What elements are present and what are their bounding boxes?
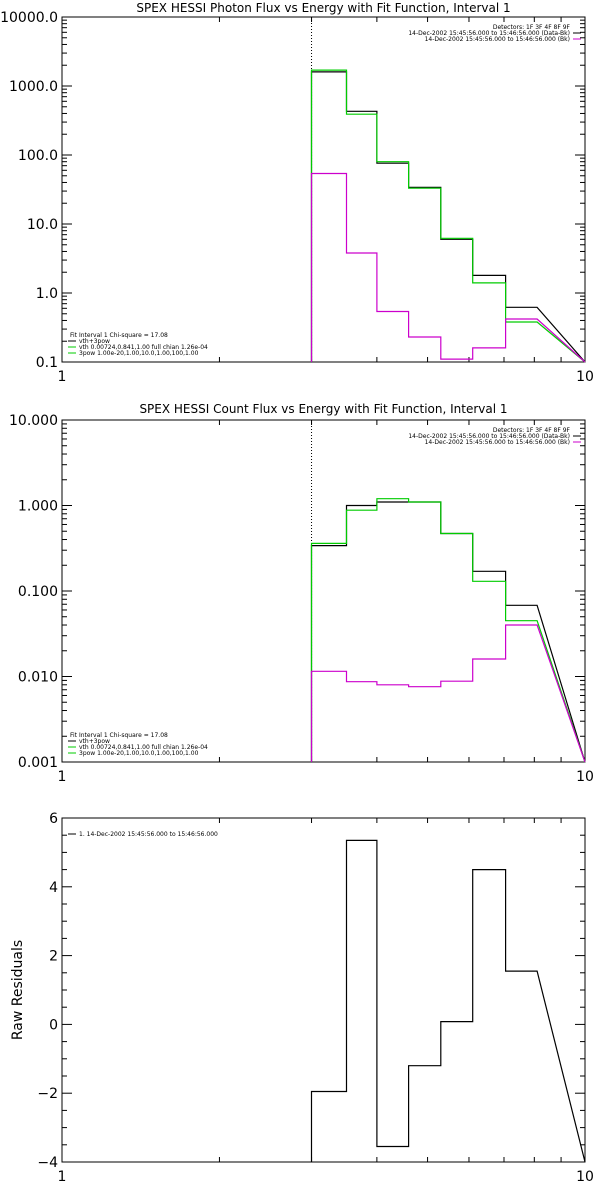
y-axis-label: Raw Residuals (10, 940, 26, 1040)
legend-right-entry: Detectors: 1F 3F 4F 8F 9F (493, 24, 571, 31)
legend-right-entry: Detectors: 1F 3F 4F 8F 9F (493, 427, 571, 434)
y-tick-label: −4 (37, 1155, 58, 1171)
chart-panel-1: SPEX HESSI Photon Flux vs Energy with Fi… (0, 1, 594, 385)
chart-panel-2: SPEX HESSI Count Flux vs Energy with Fit… (9, 402, 594, 785)
y-tick-label: 100.0 (18, 148, 58, 164)
y-tick-label: 6 (49, 811, 58, 827)
legend-left-entry: vth 0.00724,0.841,1.00 full chian 1.26e-… (79, 344, 208, 351)
y-tick-label: 1.000 (18, 499, 58, 515)
legend-left-entry: 1. 14-Dec-2002 15:45:56.000 to 15:46:56.… (79, 831, 218, 838)
plot-frame (61, 419, 586, 763)
plot-frame (61, 817, 586, 1163)
x-tick-label: 1 (58, 369, 67, 385)
legend-left-entry: Fit Interval 1 Chi-square = 17.08 (70, 332, 168, 339)
y-tick-label: 1.0 (36, 286, 58, 302)
y-tick-label: 2 (49, 949, 58, 965)
x-tick-label: 10 (576, 1169, 594, 1185)
legend-left-entry: vth+3pow (79, 338, 110, 345)
series-line-data (310, 839, 586, 1163)
y-tick-label: 0.010 (18, 670, 58, 686)
legend-right-entry: 14-Dec-2002 15:45:56.000 to 15:46:56.000… (425, 36, 570, 43)
y-tick-label: 10000.0 (0, 10, 58, 26)
series-line-model (310, 69, 586, 363)
x-tick-label: 10 (576, 369, 594, 385)
plot-frame (61, 16, 586, 363)
x-tick-label: 1 (58, 769, 67, 785)
y-tick-label: 0.100 (18, 584, 58, 600)
series-line-data (310, 71, 586, 363)
y-tick-label: 0.001 (18, 755, 58, 771)
legend-right-entry: 14-Dec-2002 15:45:56.000 to 15:46:56.000… (425, 439, 570, 446)
series-line-bk (310, 624, 586, 763)
y-tick-label: 10.000 (9, 413, 58, 429)
chart-title: SPEX HESSI Photon Flux vs Energy with Fi… (136, 1, 510, 15)
legend-left-entry: 3pow 1.00e-20,1.00,10.0,1.00,100,1.00 (79, 750, 199, 757)
legend-left-entry: 3pow 1.00e-20,1.00,10.0,1.00,100,1.00 (79, 350, 199, 357)
series-line-model (310, 498, 586, 763)
y-tick-label: 0 (49, 1017, 58, 1033)
y-tick-label: 1000.0 (9, 79, 58, 95)
y-tick-label: 10.0 (27, 217, 58, 233)
chart-panel-3: −4 −2 0 2 4 6 1 10 Raw Residuals 1. 14-Dec-2002 1… (10, 811, 594, 1185)
x-tick-label: 1 (58, 1169, 67, 1185)
legend-right-entry: 14-Dec-2002 15:45:56.000 to 15:46:56.000… (408, 433, 570, 440)
x-tick-label: 10 (576, 769, 594, 785)
series-line-bk (310, 172, 586, 363)
y-tick-label: −2 (37, 1086, 58, 1102)
series-line-data (310, 501, 586, 763)
legend-left-entry: vth 0.00724,0.841,1.00 full chian 1.26e-… (79, 744, 208, 751)
y-tick-label: 4 (49, 880, 58, 896)
chart-title: SPEX HESSI Count Flux vs Energy with Fit… (139, 402, 507, 416)
legend-right-entry: 14-Dec-2002 15:45:56.000 to 15:46:56.000… (408, 30, 570, 37)
y-tick-label: 0.1 (36, 355, 58, 371)
legend-left-entry: vth+3pow (79, 738, 110, 745)
legend-left-entry: Fit Interval 1 Chi-square = 17.08 (70, 732, 168, 739)
